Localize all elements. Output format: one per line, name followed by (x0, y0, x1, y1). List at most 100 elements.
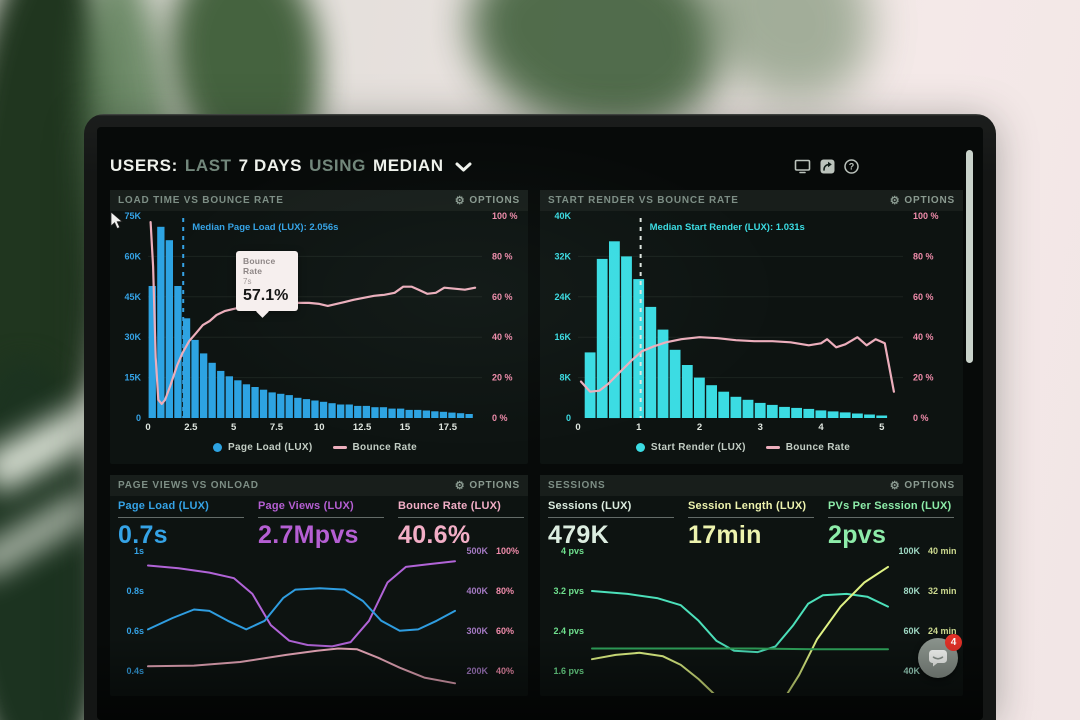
histogram-bar (182, 318, 191, 418)
stat-value: 2.7Mpvs (258, 521, 359, 549)
display-icon[interactable] (794, 159, 811, 174)
chart-start-render[interactable]: 40K 100 % 32K 80 % 24K 60 % 16K 40 % 8K 20 % 0 0 % M… (540, 211, 963, 464)
chat-button[interactable]: 4 (918, 634, 962, 678)
options-button[interactable]: ⚙ OPTIONS (455, 195, 520, 206)
histogram-bar (827, 411, 839, 418)
histogram-bar (596, 258, 608, 418)
legend-item: Bounce Rate (332, 441, 417, 453)
gear-icon: ⚙ (454, 194, 466, 207)
series-line (591, 565, 889, 693)
axis-tick-label: 60 % (913, 292, 934, 302)
options-label: OPTIONS (469, 480, 520, 491)
stat-underline (398, 517, 524, 518)
legend-item: Bounce Rate (765, 442, 850, 453)
axis-tick-label: 2 (697, 422, 702, 433)
options-button[interactable]: ⚙ OPTIONS (890, 195, 955, 206)
stat-page-views: Page Views (LUX) 2.7Mpvs (258, 500, 384, 550)
options-button[interactable]: ⚙ OPTIONS (455, 480, 520, 491)
gear-icon: ⚙ (889, 479, 901, 492)
histogram-bar (439, 411, 448, 418)
panel-header: PAGE VIEWS VS ONLOAD ⚙ OPTIONS (110, 475, 528, 496)
stat-underline (258, 517, 384, 518)
histogram-bar (208, 362, 216, 418)
axis-tick-label: 16K (554, 332, 571, 342)
title-part: USERS: (110, 156, 178, 175)
legend-label: Bounce Rate (352, 441, 417, 453)
title-part: 7 DAYS (238, 156, 303, 175)
axis-tick-label: 15 (400, 422, 411, 433)
stat-pvs-per-session: PVs Per Session (LUX) 2pvs (828, 500, 954, 550)
bounce-rate-line (149, 221, 477, 405)
histogram-bar (217, 370, 225, 418)
options-button[interactable]: ⚙ OPTIONS (890, 480, 955, 491)
axis-tick-label: 1 (636, 422, 642, 433)
axis-tick-label: 80 % (492, 251, 513, 261)
stats-row: Sessions (LUX) 479K Session Length (LUX)… (548, 500, 955, 550)
help-icon[interactable]: ? (844, 158, 859, 174)
scrollbar[interactable] (966, 150, 973, 363)
panel-title: SESSIONS (548, 480, 606, 491)
series-line (147, 587, 456, 632)
tooltip-value: 57.1% (243, 287, 289, 304)
chart-load-time[interactable]: 75K 100 % 60K 80 % 45K 60 % 30K 40 % 15K 20 % 0 0 %… (110, 211, 528, 464)
axis-tick-label: 0.8s (126, 586, 144, 596)
tooltip-subtitle: 7s (243, 277, 252, 286)
histogram-bar (251, 387, 259, 418)
axis-tick-label: 60% (496, 626, 514, 636)
axis-tick-label: 5 (231, 422, 237, 433)
chart-tooltip: Bounce Rate 7s 57.1% (236, 251, 298, 311)
axis-tick-label: 75K (124, 211, 141, 221)
axis-tick-label: 60K (903, 626, 920, 636)
axis-tick-label: 0.4s (126, 666, 144, 676)
histogram-bar (718, 391, 730, 418)
panel-header: LOAD TIME VS BOUNCE RATE ⚙ OPTIONS (110, 190, 528, 211)
histogram-bar (319, 401, 328, 418)
histogram-bar (371, 407, 379, 418)
histogram-bar (633, 279, 645, 418)
axis-tick-label: 24K (554, 292, 571, 302)
histogram-bar (852, 413, 863, 418)
axis-tick-label: 20 % (913, 373, 934, 383)
panel-sessions: SESSIONS ⚙ OPTIONS 4 pvs 100K 40 min 3.2 pv… (540, 475, 963, 696)
histogram-bar (669, 349, 681, 418)
dashboard-filter-dropdown[interactable]: USERS: LAST 7 DAYS USING MEDIAN (110, 156, 472, 176)
series-line (591, 647, 889, 651)
histogram-bar (191, 339, 199, 418)
legend-label: Page Load (LUX) (228, 441, 313, 453)
histogram-bar (730, 396, 742, 418)
stat-label: Sessions (LUX) (548, 500, 632, 512)
axis-tick-label: 400K (466, 586, 488, 596)
stat-underline (118, 517, 244, 518)
histogram-bar (754, 402, 766, 418)
stat-underline (688, 517, 814, 518)
axis-tick-label: 8K (559, 373, 571, 383)
axis-tick-label: 30K (124, 332, 141, 342)
series-line (591, 590, 889, 654)
histogram-bar (422, 410, 430, 418)
histogram-bar (345, 404, 353, 418)
histogram-bar (448, 412, 456, 418)
panel-header: SESSIONS ⚙ OPTIONS (540, 475, 963, 496)
panel-load-time-vs-bounce-rate: LOAD TIME VS BOUNCE RATE ⚙ OPTIONS 75K 10… (110, 190, 528, 464)
legend-dot (213, 442, 223, 452)
panel-title: LOAD TIME VS BOUNCE RATE (118, 195, 284, 206)
axis-tick-label: 7.5 (270, 422, 284, 433)
panel-header: START RENDER VS BOUNCE RATE ⚙ OPTIONS (540, 190, 963, 211)
share-export-icon[interactable] (820, 159, 835, 174)
axis-tick-label: 45K (124, 292, 141, 302)
chat-bubble-icon (929, 650, 947, 667)
panel-page-views-vs-onload: PAGE VIEWS VS ONLOAD ⚙ OPTIONS 1s 500K 100… (110, 475, 528, 696)
chart-sessions[interactable]: 4 pvs 100K 40 min 3.2 pvs 80K 32 min 2.4 pvs 60… (540, 496, 963, 696)
axis-tick-label: 3 (758, 422, 763, 433)
gear-icon: ⚙ (889, 194, 901, 207)
histogram-bar (779, 406, 790, 418)
chart-page-views-onload[interactable]: 1s 500K 100% 0.8s 400K 80% 0.6s 300K 60% 0.4s 200K… (110, 496, 528, 696)
histogram-bar (465, 414, 473, 418)
histogram-bar (815, 410, 827, 418)
chart-legend: Start Render (LUX) Bounce Rate (578, 439, 908, 455)
axis-tick-label: 100 % (492, 211, 518, 221)
legend-item: Page Load (LUX) (213, 442, 313, 453)
options-label: OPTIONS (904, 480, 955, 491)
histogram-bar (839, 412, 851, 418)
axis-tick-label: 0 % (913, 413, 929, 423)
